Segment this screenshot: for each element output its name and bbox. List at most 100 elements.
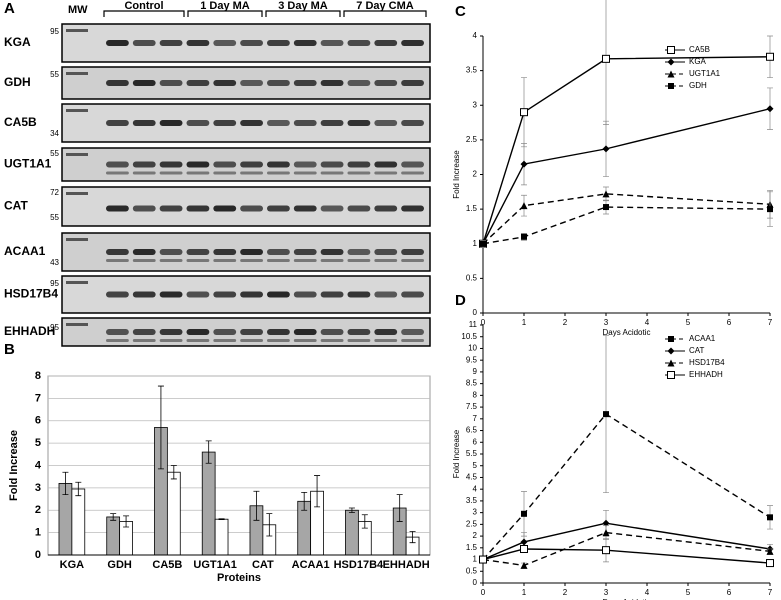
band (320, 291, 344, 298)
ladder-band (66, 192, 88, 195)
point (766, 52, 774, 61)
point (520, 160, 528, 168)
band (293, 40, 317, 46)
y-tick-label: 1.5 (466, 543, 478, 552)
band (106, 249, 129, 255)
band (293, 80, 317, 86)
band (347, 259, 371, 262)
band (401, 291, 424, 298)
legend-marker (667, 359, 675, 367)
band (132, 259, 156, 262)
group-label: 1 Day MA (200, 0, 250, 12)
legend-marker (667, 371, 675, 379)
band (347, 291, 371, 298)
bar (345, 509, 359, 556)
x-tick-label: UGT1A1 (193, 559, 236, 571)
band (293, 249, 317, 255)
error-bar (301, 491, 308, 511)
group-label: 7 Day CMA (356, 0, 414, 12)
y-tick-label: 2 (35, 504, 41, 516)
y-tick-label: 9 (473, 367, 478, 376)
bar (71, 488, 86, 556)
y-tick-label: 3 (473, 100, 478, 109)
series-line (482, 56, 771, 244)
band (401, 249, 424, 255)
error-bar (348, 507, 355, 513)
y-tick-label: 5 (35, 437, 41, 449)
error-bar (205, 440, 212, 464)
y-tick-label: 0 (35, 549, 41, 561)
x-tick-label: EHHADH (383, 559, 430, 571)
y-tick-label: 7 (473, 414, 478, 423)
band (240, 339, 263, 342)
band (320, 249, 344, 255)
band (401, 171, 424, 175)
error-bar (110, 513, 117, 521)
x-tick-label: 7 (768, 588, 773, 597)
band (293, 171, 317, 175)
band (240, 171, 263, 175)
band (159, 161, 183, 168)
band (240, 259, 263, 262)
band (240, 291, 263, 298)
band (293, 205, 317, 212)
point (520, 202, 528, 210)
band (186, 40, 210, 46)
point (602, 54, 610, 63)
y-tick-label: 9.5 (466, 355, 478, 364)
series-line (482, 108, 771, 245)
x-tick-label: 1 (522, 588, 527, 597)
band (374, 205, 398, 212)
y-tick-label: 6 (473, 437, 478, 446)
ladder-band (66, 323, 88, 326)
point (602, 546, 610, 555)
band (401, 329, 424, 335)
band (186, 120, 210, 126)
band (320, 171, 344, 175)
band (132, 291, 156, 298)
point (766, 105, 774, 113)
group-label: Control (124, 0, 163, 12)
band (240, 120, 263, 126)
x-tick-label: KGA (60, 559, 85, 571)
band (132, 329, 156, 335)
band (320, 80, 344, 86)
y-tick-label: 8 (473, 390, 478, 399)
band (347, 171, 371, 175)
band (374, 120, 398, 126)
band (320, 259, 344, 262)
x-tick-label: 6 (727, 318, 732, 327)
band (347, 40, 371, 46)
point (480, 240, 486, 247)
band (106, 120, 129, 126)
x-tick-label: 3 (604, 318, 609, 327)
mw-marker: 95 (50, 27, 59, 36)
y-tick-label: 8.5 (466, 379, 478, 388)
band (267, 249, 290, 255)
band (159, 80, 183, 86)
y-tick-label: 3.5 (466, 496, 478, 505)
panel-label: A (4, 0, 15, 17)
point (602, 190, 610, 198)
band (213, 40, 237, 46)
band (401, 80, 424, 86)
x-tick-label: 5 (686, 318, 691, 327)
band (240, 329, 263, 335)
band (401, 120, 424, 126)
legend-label: CAT (689, 346, 705, 355)
protein-label: CA5B (4, 115, 37, 129)
point (602, 519, 610, 527)
legend-marker (667, 70, 675, 78)
error-bar (75, 481, 82, 497)
y-tick-label: 7 (35, 392, 41, 404)
point (766, 559, 774, 568)
band (267, 205, 290, 212)
band (293, 259, 317, 262)
error-bar (123, 515, 130, 528)
y-tick-label: 11 (469, 320, 478, 329)
y-tick-label: 6.5 (466, 426, 478, 435)
error-bar (314, 475, 321, 508)
band (374, 171, 398, 175)
band (186, 161, 210, 168)
band (267, 339, 290, 342)
